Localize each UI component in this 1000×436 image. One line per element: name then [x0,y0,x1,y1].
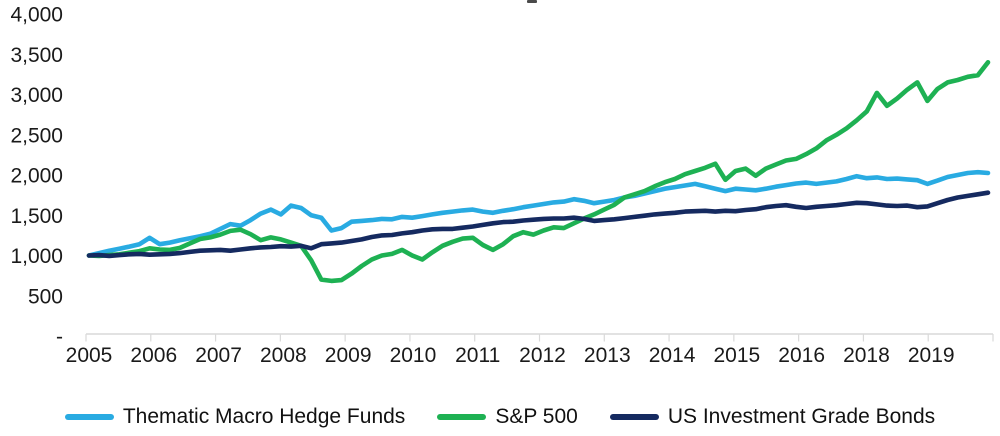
y-axis-label: 500 [28,285,63,308]
x-axis-label: 2007 [195,344,242,367]
y-axis-label: 1,500 [10,205,63,228]
y-axis-label: 4,000 [10,4,63,27]
chart-legend: Thematic Macro Hedge Funds S&P 500 US In… [0,402,1000,432]
legend-swatch-us-investment-grade-bonds [609,414,659,420]
line-chart-plot-area: 2005 2006 2007 2008 2009 2010 2011 2012 2013 2014… [10,4,994,367]
legend-swatch-thematic-macro-hedge-funds [64,414,114,420]
x-axis-label: 2011 [455,344,500,367]
legend-item-sp-500: S&P 500 [437,405,578,429]
series-line-thematic-macro-hedge-funds [86,169,991,258]
x-axis-label: 2018 [843,344,890,367]
y-axis-label: 3,000 [10,84,63,107]
legend-item-us-investment-grade-bonds: US Investment Grade Bonds [609,405,936,429]
cropped-title-fragment [527,0,537,3]
y-axis-label: 3,500 [10,44,63,67]
legend-label-thematic-macro-hedge-funds: Thematic Macro Hedge Funds [122,405,406,428]
y-axis-label: - [56,326,63,349]
x-axis-label: 2016 [778,344,825,367]
x-axis-label: 2005 [66,344,113,367]
x-axis-label: 2006 [130,344,177,367]
legend-label-us-investment-grade-bonds: US Investment Grade Bonds [667,405,936,428]
legend-label-sp-500: S&P 500 [495,405,578,428]
y-axis-label: 1,000 [10,245,63,268]
x-axis-label: 2012 [519,344,566,367]
legend-item-thematic-macro-hedge-funds: Thematic Macro Hedge Funds [64,405,406,429]
x-axis-label: 2014 [649,344,696,367]
x-axis-label: 2008 [260,344,307,367]
series-line-us-investment-grade-bonds [86,190,991,259]
x-axis-label: 2019 [908,344,955,367]
y-axis-label: 2,500 [10,124,63,147]
series-line-sp-500 [86,59,991,284]
x-axis-label: 2009 [325,344,372,367]
x-axis-label: 2015 [713,344,760,367]
y-axis-label: 2,000 [10,165,63,188]
legend-swatch-sp-500 [437,414,487,420]
x-axis-label: 2010 [390,344,437,367]
x-axis-label: 2013 [584,344,631,367]
